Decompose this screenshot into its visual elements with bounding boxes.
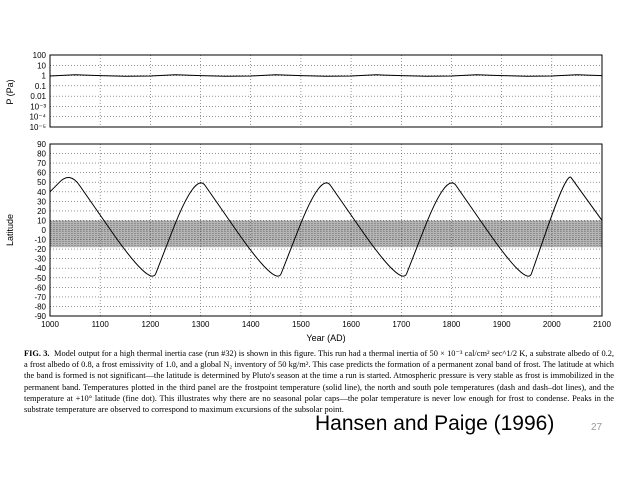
caption-text: Model output for a high thermal inertia … xyxy=(24,349,615,415)
latitude-y-tick-label: -70 xyxy=(34,293,46,302)
frost-band xyxy=(50,220,602,248)
year-x-tick-label: 1600 xyxy=(342,320,360,329)
year-x-ticks: 1000 1100 1200 1300 1400 1500 1600 1700 1800 1900… xyxy=(41,320,611,329)
pressure-y-tick-label: 100 xyxy=(33,51,47,60)
latitude-y-tick-label: -80 xyxy=(34,302,46,311)
pressure-y-tick-label: 0.01 xyxy=(30,92,46,101)
latitude-y-tick-label: 30 xyxy=(37,197,46,206)
latitude-y-tick-label: -50 xyxy=(34,274,46,283)
latitude-y-tick-label: 60 xyxy=(37,169,46,178)
figure-caption: FIG. 3. Model output for a high thermal … xyxy=(24,348,614,415)
year-x-tick-label: 1400 xyxy=(242,320,260,329)
year-x-tick-label: 1500 xyxy=(292,320,310,329)
year-x-tick-label: 1200 xyxy=(141,320,159,329)
year-x-tick-label: 2000 xyxy=(543,320,561,329)
latitude-y-tick-label: -10 xyxy=(34,236,46,245)
pressure-y-tick-label: 10⁻³ xyxy=(30,102,46,111)
latitude-panel: 9080706050403020100-10-20-30-40-50-60-70… xyxy=(5,140,611,343)
caption-label: FIG. 3. xyxy=(24,349,50,358)
latitude-y-tick-label: -30 xyxy=(34,255,46,264)
latitude-y-tick-label: -20 xyxy=(34,245,46,254)
frost-band-hatching xyxy=(50,221,602,246)
pressure-axis-label: P (Pa) xyxy=(5,79,15,104)
latitude-y-tick-label: 20 xyxy=(37,207,46,216)
latitude-plot-frame xyxy=(49,143,603,317)
latitude-y-tick-label: 80 xyxy=(37,150,46,159)
pressure-y-tick-label: 10⁻⁴ xyxy=(29,113,46,122)
year-axis-label: Year (AD) xyxy=(306,333,345,343)
citation-credit: Hansen and Paige (1996) xyxy=(315,412,555,435)
latitude-grid xyxy=(49,143,603,317)
latitude-y-tick-label: 10 xyxy=(37,216,46,225)
pressure-y-tick-label: 10 xyxy=(37,61,46,70)
year-x-tick-label: 1800 xyxy=(443,320,461,329)
latitude-y-tick-label: 0 xyxy=(42,226,47,235)
year-x-tick-label: 1100 xyxy=(92,320,110,329)
year-x-tick-label: 1900 xyxy=(493,320,511,329)
pressure-plot-frame xyxy=(49,54,603,128)
year-x-tick-label: 1000 xyxy=(41,320,59,329)
latitude-y-tick-label: -60 xyxy=(34,283,46,292)
latitude-axis-label: Latitude xyxy=(5,214,15,246)
latitude-y-tick-label: 70 xyxy=(37,159,46,168)
year-x-tick-label: 1300 xyxy=(192,320,210,329)
latitude-y-tick-label: 90 xyxy=(37,140,46,149)
pressure-y-tick-label: 0.1 xyxy=(35,82,47,91)
latitude-y-ticks: 9080706050403020100-10-20-30-40-50-60-70… xyxy=(34,140,46,321)
latitude-y-tick-label: -40 xyxy=(34,264,46,273)
pressure-y-tick-label: 10⁻⁵ xyxy=(30,123,46,132)
pressure-series-line xyxy=(49,74,603,77)
year-x-tick-label: 2100 xyxy=(593,320,611,329)
year-x-tick-label: 1700 xyxy=(392,320,410,329)
slide-number: 27 xyxy=(591,422,603,433)
latitude-y-tick-label: 50 xyxy=(37,178,46,187)
pressure-grid xyxy=(49,54,603,128)
latitude-y-tick-label: 40 xyxy=(37,188,46,197)
latitude-y-tick-label: -90 xyxy=(34,312,46,321)
pressure-y-tick-label: 1 xyxy=(42,72,47,81)
subsolar-latitude-line xyxy=(49,176,603,277)
